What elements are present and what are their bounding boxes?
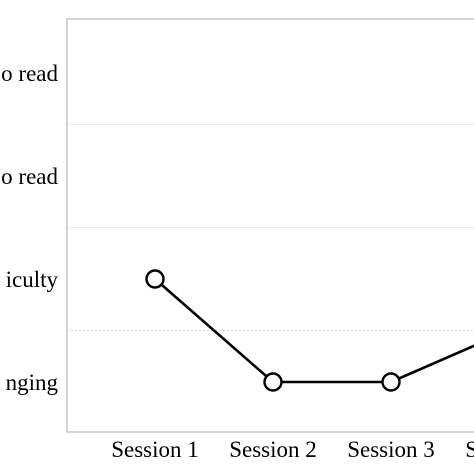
y-tick-label-2: o read <box>1 164 58 189</box>
x-tick-label-2: Session 2 <box>229 437 317 462</box>
y-tick-label-3: iculty <box>6 267 59 292</box>
series <box>145 269 474 392</box>
x-tick-label-1: Session 1 <box>111 437 199 462</box>
series-line-1 <box>154 278 474 384</box>
plot-frame <box>66 18 474 433</box>
x-tick-label-3: Session 3 <box>347 437 435 462</box>
y-tick-labels: o read o read iculty nging <box>1 61 58 395</box>
data-point-1 <box>145 269 165 289</box>
data-point-3 <box>381 372 401 392</box>
y-tick-label-1: o read <box>1 61 58 86</box>
gridlines <box>67 124 474 331</box>
x-tick-label-4: Session 4 <box>465 437 474 462</box>
y-tick-label-4: nging <box>6 370 59 395</box>
data-point-2 <box>263 372 283 392</box>
x-tick-labels: Session 1 Session 2 Session 3 Session 4 <box>111 437 474 462</box>
